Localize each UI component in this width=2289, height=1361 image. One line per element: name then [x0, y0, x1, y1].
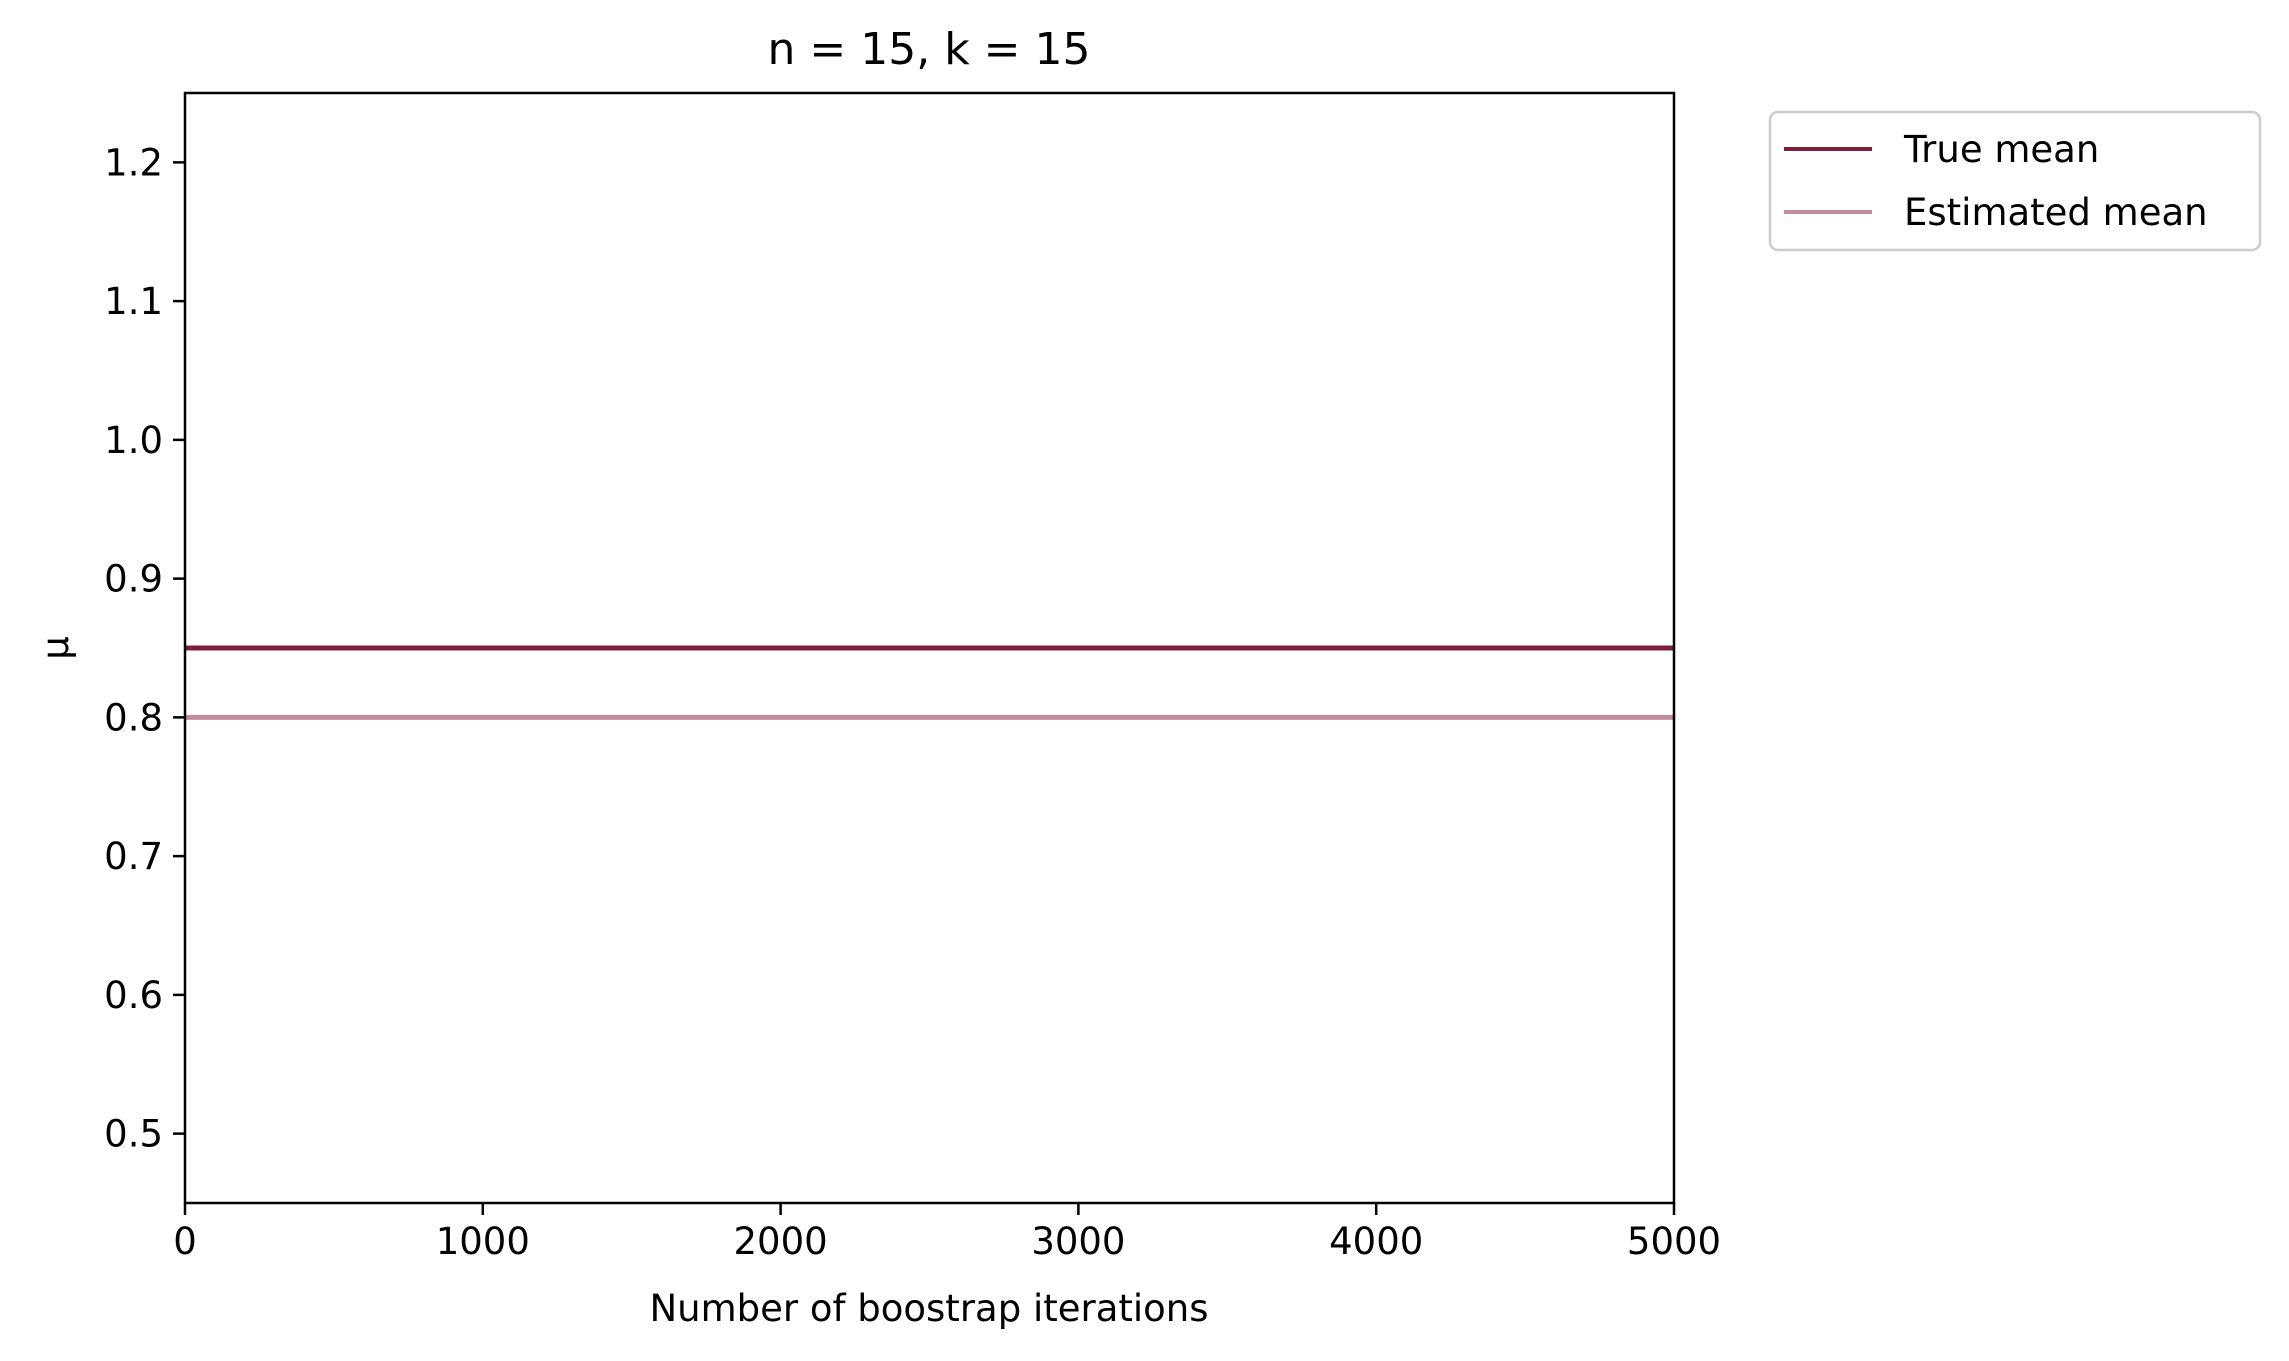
x-tick-label: 1000: [436, 1220, 530, 1263]
legend: True mean Estimated mean: [1770, 112, 2260, 250]
y-tick-label: 0.6: [104, 974, 163, 1017]
x-tick-label: 0: [173, 1220, 197, 1263]
y-axis: 0.5 0.6 0.7 0.8 0.9 1.0 1.1 1.2: [104, 141, 185, 1155]
y-tick-label: 0.8: [104, 696, 163, 739]
x-tick-label: 3000: [1031, 1220, 1125, 1263]
chart-title: n = 15, k = 15: [768, 24, 1091, 75]
y-axis-title: μ: [34, 636, 77, 660]
series-layer: [185, 648, 1674, 717]
x-tick-label: 4000: [1329, 1220, 1423, 1263]
x-tick-label: 5000: [1627, 1220, 1721, 1263]
legend-label-true-mean: True mean: [1903, 128, 2099, 171]
y-tick-label: 1.0: [104, 419, 163, 462]
x-tick-label: 2000: [734, 1220, 828, 1263]
x-axis: 0 1000 2000 3000 4000 5000: [173, 1203, 1721, 1263]
y-tick-label: 0.7: [104, 835, 163, 878]
x-axis-title: Number of boostrap iterations: [649, 1287, 1208, 1330]
legend-label-estimated-mean: Estimated mean: [1904, 191, 2208, 234]
y-tick-label: 1.1: [104, 280, 163, 323]
y-tick-label: 0.5: [104, 1113, 163, 1156]
y-tick-label: 0.9: [104, 558, 163, 601]
y-tick-label: 1.2: [104, 141, 163, 184]
